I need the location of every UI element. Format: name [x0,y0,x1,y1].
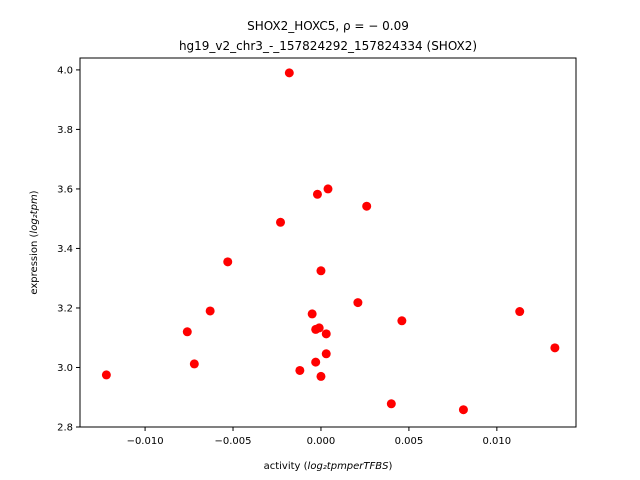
y-tick-label: 3.2 [57,303,73,314]
data-point [397,316,407,326]
data-point [386,399,396,409]
y-tick-label: 3.0 [57,363,73,374]
x-tick-label: −0.010 [127,436,164,447]
x-tick-label: 0.000 [307,436,336,447]
x-axis-label-math: log₂tpmperTFBS [308,461,390,472]
y-axis-label: expression (log₂tpm) [29,190,40,294]
data-point [550,343,560,353]
data-point [182,327,192,337]
y-tick-label: 3.4 [57,244,73,255]
y-ticks-layer: 2.8 3.0 3.2 3.4 3.6 3.8 4.0 [57,65,80,434]
data-point [205,306,215,316]
data-point [323,184,333,194]
x-axis-label-suffix: ) [389,461,393,472]
y-tick-label: 2.8 [57,423,73,434]
data-point [316,371,326,381]
data-point [321,349,331,359]
data-point [353,298,363,308]
chart-title-line2: hg19_v2_chr3_-_157824292_157824334 (SHOX… [179,39,477,53]
data-point [321,329,331,339]
x-tick-label: 0.005 [395,436,424,447]
data-point [316,266,326,276]
y-tick-label: 3.6 [57,184,73,195]
data-point [295,365,305,375]
x-axis-label-prefix: activity ( [264,461,308,472]
x-ticks-layer: −0.010 −0.005 0.000 0.005 0.010 [127,427,512,447]
data-point [189,359,199,369]
y-axis-label-prefix: expression ( [29,233,40,294]
plot-area-frame [79,57,577,428]
x-tick-label: −0.005 [215,436,252,447]
points-layer [101,68,560,415]
y-tick-label: 4.0 [57,65,73,76]
data-point [312,189,322,199]
x-tick-label: 0.010 [483,436,512,447]
x-axis-label: activity (log₂tpmperTFBS) [264,461,393,472]
data-point [307,309,317,319]
y-axis-label-suffix: ) [29,190,40,194]
data-point [515,307,525,317]
data-point [311,357,321,367]
chart-title-line1: SHOX2_HOXC5, ρ = − 0.09 [247,19,409,33]
data-point [284,68,294,78]
data-point [101,370,111,380]
y-tick-label: 3.8 [57,125,73,136]
data-point [458,405,468,415]
data-point [276,217,286,227]
data-point [223,257,233,267]
y-axis-label-math: log₂tpm [29,194,40,234]
data-point [362,201,372,211]
data-point [314,323,324,333]
